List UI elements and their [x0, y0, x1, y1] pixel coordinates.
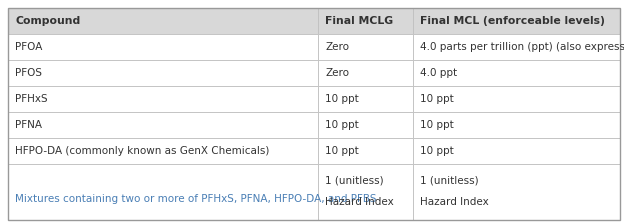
- Bar: [8, 34, 318, 60]
- Text: PFOA: PFOA: [15, 42, 42, 52]
- Bar: [413, 86, 620, 112]
- Text: PFOS: PFOS: [15, 68, 42, 78]
- Text: 10 ppt: 10 ppt: [420, 120, 454, 130]
- Bar: [8, 138, 318, 164]
- Text: Zero: Zero: [325, 42, 349, 52]
- Bar: [318, 86, 413, 112]
- Text: Zero: Zero: [325, 68, 349, 78]
- Bar: [8, 164, 318, 220]
- Text: Hazard Index: Hazard Index: [420, 197, 489, 207]
- Text: Final MCL (enforceable levels): Final MCL (enforceable levels): [420, 16, 605, 26]
- Text: Hazard Index: Hazard Index: [325, 197, 394, 207]
- Bar: [8, 86, 318, 112]
- Bar: [413, 8, 620, 34]
- Text: Mixtures containing two or more of PFHxS, PFNA, HFPO-DA, and PFBS: Mixtures containing two or more of PFHxS…: [15, 194, 376, 204]
- Bar: [413, 60, 620, 86]
- Text: 4.0 ppt: 4.0 ppt: [420, 68, 457, 78]
- Text: 10 ppt: 10 ppt: [325, 120, 359, 130]
- Bar: [8, 60, 318, 86]
- Text: 1 (unitless): 1 (unitless): [325, 176, 384, 186]
- Text: PFHxS: PFHxS: [15, 94, 47, 104]
- Text: 10 ppt: 10 ppt: [420, 94, 454, 104]
- Bar: [318, 60, 413, 86]
- Text: PFNA: PFNA: [15, 120, 42, 130]
- Bar: [318, 34, 413, 60]
- Bar: [318, 138, 413, 164]
- Text: HFPO-DA (commonly known as GenX Chemicals): HFPO-DA (commonly known as GenX Chemical…: [15, 146, 270, 156]
- Bar: [8, 8, 318, 34]
- Bar: [318, 112, 413, 138]
- Bar: [318, 8, 413, 34]
- Text: 10 ppt: 10 ppt: [325, 94, 359, 104]
- Bar: [318, 164, 413, 220]
- Text: 10 ppt: 10 ppt: [420, 146, 454, 156]
- Text: 4.0 parts per trillion (ppt) (also expressed as ng/L): 4.0 parts per trillion (ppt) (also expre…: [420, 42, 624, 52]
- Bar: [413, 164, 620, 220]
- Text: Final MCLG: Final MCLG: [325, 16, 393, 26]
- Text: 1 (unitless): 1 (unitless): [420, 176, 479, 186]
- Bar: [8, 112, 318, 138]
- Text: 10 ppt: 10 ppt: [325, 146, 359, 156]
- Bar: [413, 138, 620, 164]
- Bar: [413, 112, 620, 138]
- Bar: [413, 34, 620, 60]
- Text: Compound: Compound: [15, 16, 80, 26]
